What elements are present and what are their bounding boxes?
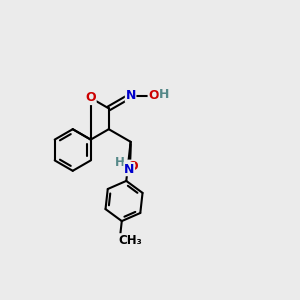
Text: O: O — [148, 89, 159, 102]
Text: N: N — [124, 163, 134, 176]
Text: N: N — [125, 89, 136, 102]
Text: H: H — [159, 88, 170, 101]
Text: O: O — [85, 92, 96, 104]
Text: H: H — [115, 156, 124, 169]
Text: CH₃: CH₃ — [118, 234, 142, 247]
Text: O: O — [128, 160, 138, 173]
